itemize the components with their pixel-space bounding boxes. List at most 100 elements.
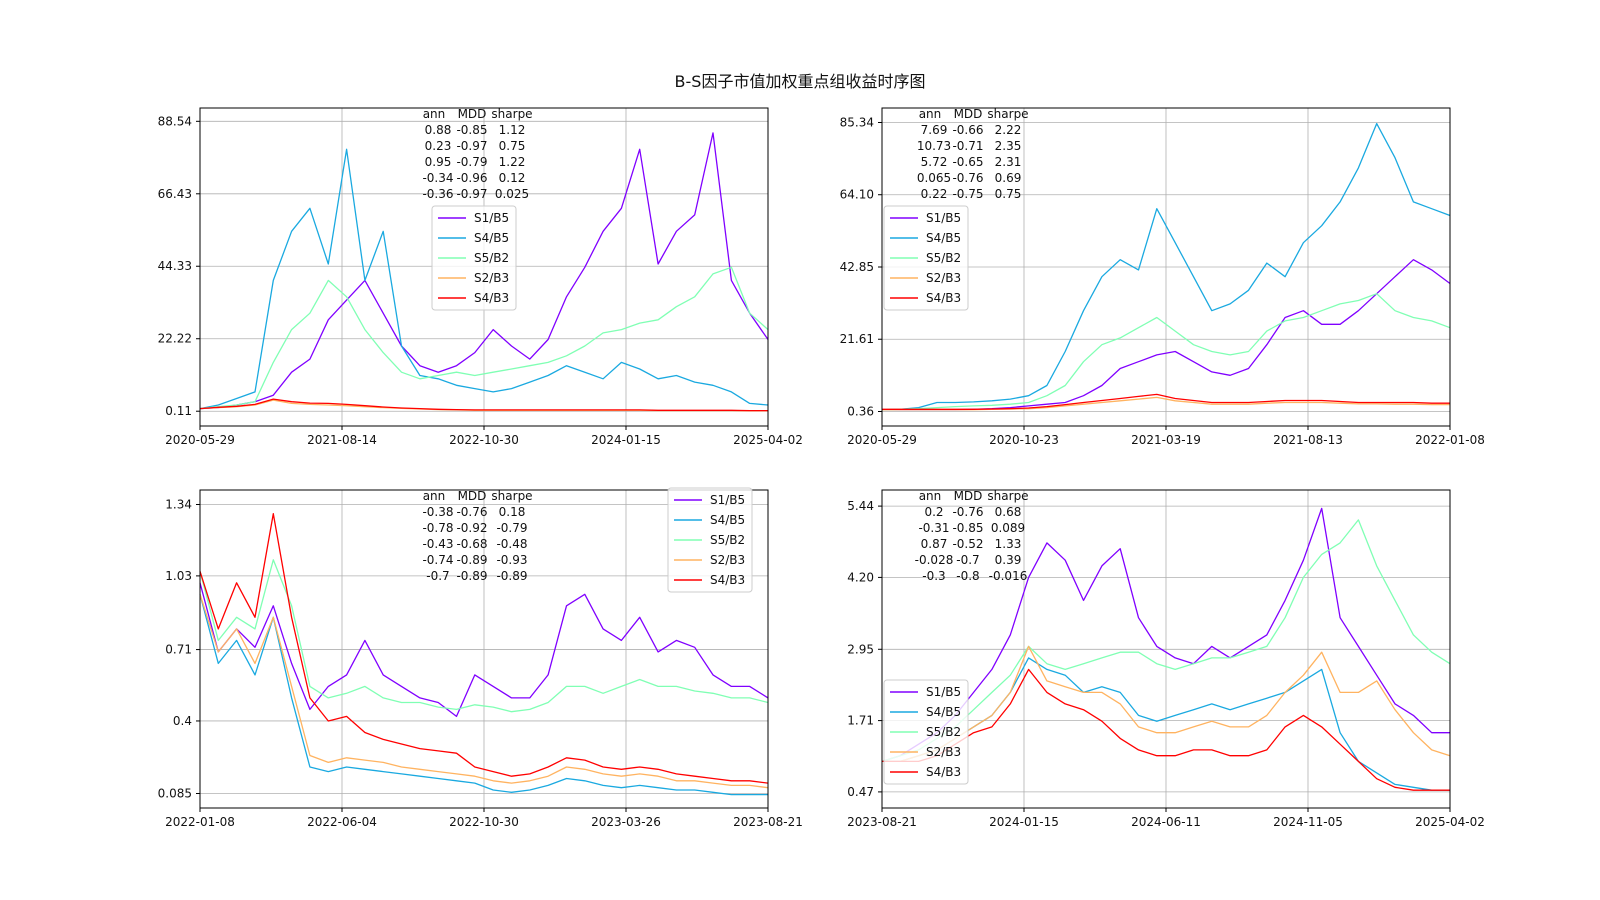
stats-value: -0.74: [422, 553, 453, 567]
legend: S1/B5 S4/B5 S5/B2 S2/B3 S4/B3: [883, 205, 969, 311]
stats-header: ann: [423, 489, 446, 503]
stats-value: -0.93: [496, 553, 527, 567]
x-tick-label: 2020-05-29: [847, 433, 917, 447]
x-tick-label: 2023-08-21: [733, 815, 803, 829]
y-tick-label: 5.44: [847, 499, 874, 513]
stats-value: 0.089: [991, 521, 1025, 535]
legend-frame: [883, 205, 969, 311]
y-tick-label: 1.71: [847, 714, 874, 728]
stats-value: -0.8: [956, 569, 979, 583]
stats-value: 7.69: [921, 123, 948, 137]
y-tick-label: 85.34: [840, 115, 874, 129]
stats-header: ann: [919, 489, 942, 503]
legend-label: S1/B5: [710, 493, 745, 507]
legend-label: S5/B2: [926, 725, 961, 739]
stats-value: 0.23: [425, 139, 452, 153]
stats-value: 0.87: [921, 537, 948, 551]
y-tick-label: 0.11: [165, 404, 192, 418]
series-line-s1-b5: [199, 582, 769, 718]
y-tick-label: 0.4: [173, 714, 192, 728]
axes-frame: [881, 489, 1451, 809]
y-tick-label: 44.33: [158, 259, 192, 273]
stats-header: sharpe: [987, 489, 1028, 503]
y-tick-label: 2.95: [847, 642, 874, 656]
x-tick-label: 2020-05-29: [165, 433, 235, 447]
stats-value: -0.78: [422, 521, 453, 535]
stats-value: 2.31: [995, 155, 1022, 169]
x-tick-label: 2025-04-02: [1415, 815, 1485, 829]
x-tick-label: 2022-01-08: [1415, 433, 1485, 447]
subplot-3: 0.085 0.4 0.71 1.03 1.34 2022-01-08 2022-06-04…: [158, 487, 803, 829]
stats-value: -0.016: [989, 569, 1028, 583]
stats-value: -0.96: [456, 171, 487, 185]
y-tick-label: 0.36: [847, 405, 874, 419]
x-tick-label: 2024-01-15: [989, 815, 1059, 829]
stats-value: -0.97: [456, 139, 487, 153]
stats-value: -0.79: [496, 521, 527, 535]
stats-header: sharpe: [491, 107, 532, 121]
x-tick-label: 2024-11-05: [1273, 815, 1343, 829]
stats-value: -0.76: [952, 505, 983, 519]
x-tick-label: 2022-10-30: [449, 815, 519, 829]
y-tick-label: 21.61: [840, 332, 874, 346]
figure-title: B-S因子市值加权重点组收益时序图: [674, 72, 926, 91]
legend-frame: [667, 487, 753, 593]
legend: S1/B5 S4/B5 S5/B2 S2/B3 S4/B3: [667, 487, 753, 593]
series-line-s2-b3: [199, 594, 769, 789]
series-line-s5-b2: [881, 293, 1451, 411]
series-line-s4-b3: [882, 393, 1450, 410]
stats-value: -0.79: [456, 155, 487, 169]
stats-value: 1.33: [995, 537, 1022, 551]
legend-label: S5/B2: [710, 533, 745, 547]
stats-value: -0.34: [422, 171, 453, 185]
stats-value: -0.65: [952, 155, 983, 169]
stats-value: -0.75: [952, 187, 983, 201]
stats-header: ann: [423, 107, 446, 121]
stats-value: 0.95: [425, 155, 452, 169]
stats-value: -0.38: [422, 505, 453, 519]
legend-label: S4/B3: [710, 573, 745, 587]
stats-value: 0.88: [425, 123, 452, 137]
legend-label: S1/B5: [926, 211, 961, 225]
stats-value: -0.3: [922, 569, 945, 583]
y-tick-label: 1.03: [165, 569, 192, 583]
axes-frame: [199, 489, 769, 809]
x-tick-label: 2021-03-19: [1131, 433, 1201, 447]
legend-label: S2/B3: [474, 271, 509, 285]
series-line-s1-b5: [881, 507, 1450, 763]
stats-value: 10.73: [917, 139, 951, 153]
stats-value: -0.48: [496, 537, 527, 551]
stats-value: -0.36: [422, 187, 453, 201]
series-line-s4-b5: [881, 122, 1451, 411]
stats-header: MDD: [954, 489, 983, 503]
x-tick-label: 2023-08-21: [847, 815, 917, 829]
stats-value: -0.76: [456, 505, 487, 519]
stats-value: 5.72: [921, 155, 948, 169]
legend-label: S2/B3: [926, 271, 961, 285]
stats-value: 0.2: [924, 505, 943, 519]
y-tick-label: 4.20: [847, 570, 874, 584]
series-line-s5-b2: [881, 519, 1451, 763]
stats-value: 0.22: [921, 187, 948, 201]
stats-value: 0.065: [917, 171, 951, 185]
stats-header: MDD: [954, 107, 983, 121]
stats-value: -0.92: [456, 521, 487, 535]
legend-label: S2/B3: [926, 745, 961, 759]
y-tick-label: 64.10: [840, 188, 874, 202]
series-line-s4-b5: [199, 148, 769, 410]
stats-value: -0.89: [456, 569, 487, 583]
subplot-4: 0.47 1.71 2.95 4.20 5.44 2023-08-21 2024-01-15…: [847, 489, 1485, 829]
series-line-s4-b3: [199, 513, 769, 784]
series-line-s5-b2: [199, 266, 769, 410]
stats-value: -0.028: [915, 553, 954, 567]
stats-header: ann: [919, 107, 942, 121]
stats-header: sharpe: [491, 489, 532, 503]
y-tick-label: 66.43: [158, 187, 192, 201]
series-line-s1-b5: [199, 132, 769, 410]
x-tick-label: 2024-01-15: [591, 433, 661, 447]
stats-value: -0.66: [952, 123, 983, 137]
subplot-1: 0.11 22.22 44.33 66.43 88.54 2020-05-29 2021-0…: [158, 107, 803, 447]
legend-label: S4/B5: [926, 231, 961, 245]
legend-label: S1/B5: [474, 211, 509, 225]
stats-value: -0.97: [456, 187, 487, 201]
